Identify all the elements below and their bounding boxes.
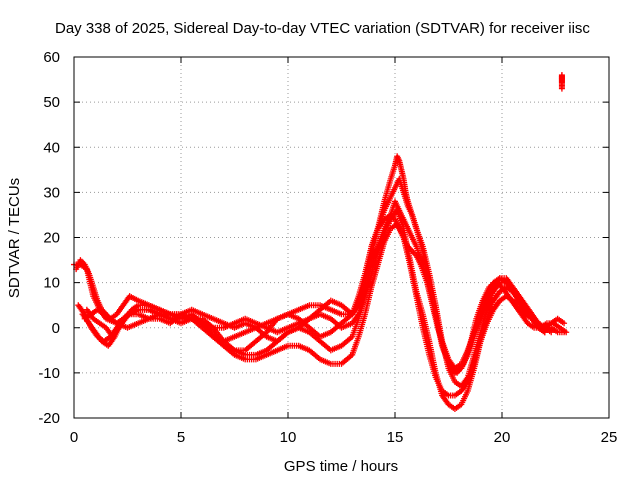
x-tick-label: 5	[177, 429, 185, 446]
y-tick-label: 0	[52, 320, 60, 337]
x-tick-label: 25	[601, 429, 618, 446]
grid-lines	[74, 57, 609, 418]
y-tick-label: 10	[43, 275, 60, 292]
y-tick-label: 60	[43, 49, 60, 66]
data-point	[541, 329, 548, 336]
data-point	[558, 78, 565, 85]
y-tick-label: 20	[43, 230, 60, 247]
y-axis-label: SDTVAR / TECUs	[6, 178, 23, 298]
x-axis-ticks: 0 5 10 15 20 25	[70, 57, 618, 446]
x-axis-label: GPS time / hours	[284, 458, 398, 475]
data-point	[561, 329, 568, 336]
y-tick-label: -20	[38, 410, 60, 427]
data-points	[71, 72, 570, 412]
chart-title: Day 338 of 2025, Sidereal Day-to-day VTE…	[55, 20, 590, 37]
series-track-6	[73, 175, 548, 376]
x-tick-label: 20	[494, 429, 511, 446]
series-track-4	[79, 207, 548, 412]
y-tick-label: -10	[38, 365, 60, 382]
series-track-7	[558, 72, 565, 92]
y-axis-ticks: -20 -10 0 10 20 30 40 50 60	[38, 49, 609, 427]
y-tick-label: 30	[43, 184, 60, 201]
y-tick-label: 40	[43, 139, 60, 156]
data-point	[561, 320, 568, 327]
x-tick-label: 0	[70, 429, 78, 446]
x-tick-label: 10	[280, 429, 297, 446]
y-tick-label: 50	[43, 94, 60, 111]
x-tick-label: 15	[387, 429, 404, 446]
